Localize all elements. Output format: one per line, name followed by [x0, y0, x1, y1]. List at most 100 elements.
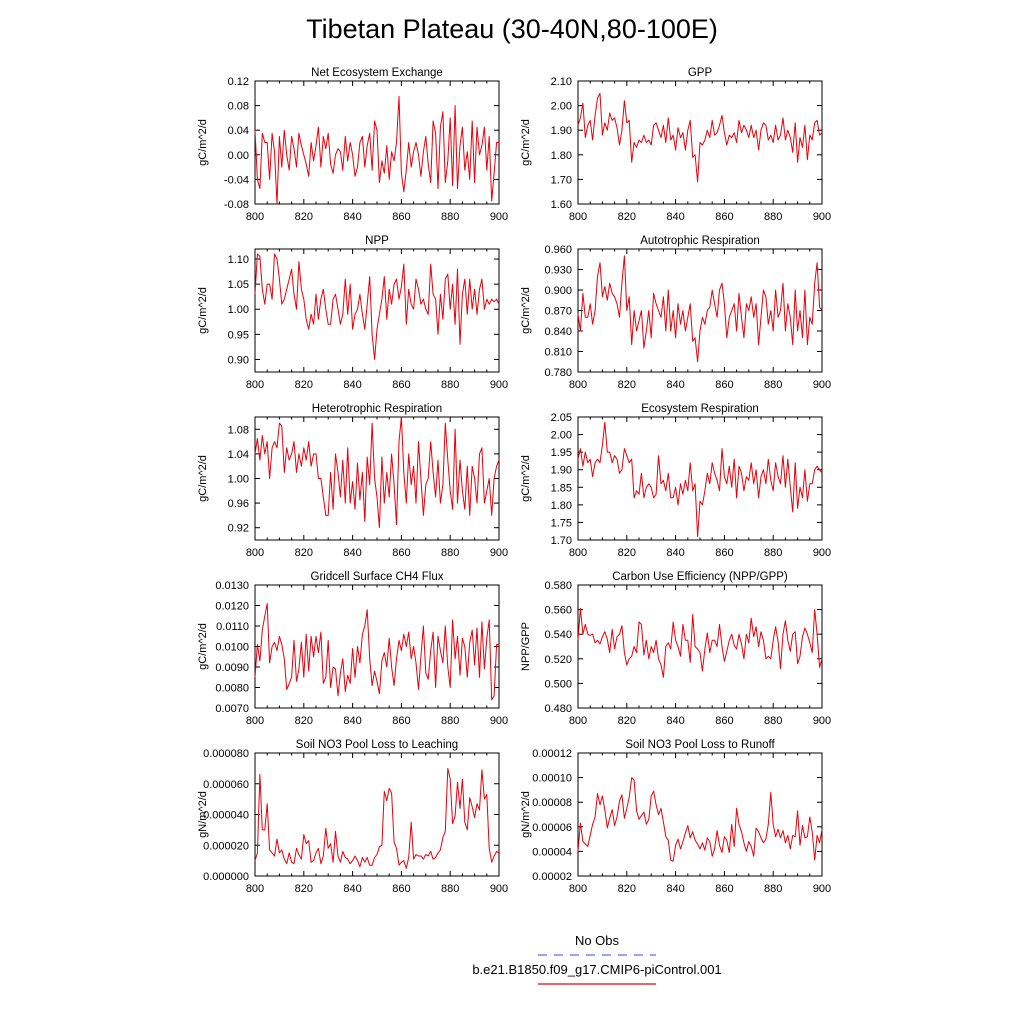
y-tick-label: 0.520 [544, 654, 572, 666]
y-axis-label: gN/m^2/d [197, 791, 209, 838]
x-tick-label: 840 [666, 547, 684, 559]
x-tick-label: 820 [618, 211, 636, 223]
y-tick-label: 2.00 [551, 430, 572, 442]
x-tick-label: 840 [343, 547, 361, 559]
series-line-net-ecosystem-exchange [254, 95, 499, 205]
x-tick-label: 840 [343, 211, 361, 223]
y-tick-label: 1.60 [551, 199, 572, 211]
x-tick-label: 900 [813, 883, 831, 895]
y-tick-label: 1.95 [551, 447, 572, 459]
y-tick-label: 1.70 [551, 535, 572, 547]
x-tick-label: 900 [813, 547, 831, 559]
x-tick-label: 880 [441, 715, 459, 727]
x-tick-label: 840 [666, 211, 684, 223]
plot-frame [254, 416, 500, 541]
y-tick-label: 0.000040 [203, 810, 249, 822]
panel-title: NPP [365, 235, 389, 247]
panel-title: Soil NO3 Pool Loss to Leaching [296, 739, 458, 751]
y-tick-label: 0.12 [228, 76, 249, 88]
series-line-gpp [577, 92, 823, 183]
x-tick-label: 860 [715, 547, 733, 559]
x-tick-label: 860 [715, 883, 733, 895]
y-tick-label: 0.00008 [532, 797, 572, 809]
panel-title: Net Ecosystem Exchange [311, 67, 443, 79]
y-tick-label: 0.00012 [532, 748, 572, 760]
y-tick-label: 0.900 [544, 285, 572, 297]
panel-gridcell-surface-ch4-flux: Gridcell Surface CH4 Flux gC/m^2/d 800 820 8… [197, 571, 508, 727]
x-tick-label: 800 [246, 547, 264, 559]
panel-soil-no3-pool-loss-to-runoff: Soil NO3 Pool Loss to Runoff gN/m^2/d 800 8… [520, 739, 831, 895]
panel-gpp: GPP gC/m^2/d 800 820 840 860 880 900 2.10 2.00 1.9… [520, 67, 831, 223]
series-line-heterotrophic-respiration [254, 416, 500, 529]
series-line-gridcell-surface-ch4-flux [254, 603, 499, 701]
x-tick-label: 880 [441, 547, 459, 559]
x-tick-label: 800 [246, 379, 264, 391]
x-tick-label: 800 [246, 883, 264, 895]
panel-net-ecosystem-exchange: Net Ecosystem Exchange gC/m^2/d 800 820 840 8… [197, 67, 508, 223]
y-tick-label: 1.80 [551, 150, 572, 162]
x-tick-label: 880 [764, 883, 782, 895]
x-tick-label: 860 [392, 547, 410, 559]
y-tick-label: 0.580 [544, 580, 572, 592]
panel-title: Heterotrophic Respiration [312, 403, 442, 415]
y-axis-label: gC/m^2/d [520, 287, 532, 334]
y-axis-label: gC/m^2/d [197, 287, 209, 334]
legend-obs-label: No Obs [575, 933, 620, 948]
y-tick-label: 0.540 [544, 629, 572, 641]
y-tick-label: 0.90 [228, 354, 249, 366]
y-tick-label: 0.95 [228, 329, 249, 341]
y-tick-label: 0.0130 [215, 580, 249, 592]
legend: No Obs b.e21.B1850.f09_g17.CMIP6-piContr… [472, 933, 722, 985]
x-tick-label: 840 [666, 715, 684, 727]
x-tick-label: 880 [764, 211, 782, 223]
x-tick-label: 900 [490, 883, 508, 895]
panel-title: Gridcell Surface CH4 Flux [311, 571, 444, 583]
x-tick-label: 800 [569, 211, 587, 223]
x-tick-label: 860 [715, 379, 733, 391]
y-axis-label: gN/m^2/d [520, 791, 532, 838]
y-tick-label: 0.96 [228, 498, 249, 510]
x-tick-label: 840 [343, 379, 361, 391]
x-tick-label: 820 [295, 211, 313, 223]
y-tick-label: 0.0080 [215, 683, 249, 695]
y-tick-label: 0.780 [544, 367, 572, 379]
series-line-carbon-use-efficiency-npp-gpp [577, 607, 823, 678]
panel-npp: NPP gC/m^2/d 800 820 840 860 880 900 1.10 1.05 1.0… [197, 235, 508, 391]
x-tick-label: 820 [618, 715, 636, 727]
y-axis-label: gC/m^2/d [520, 455, 532, 502]
x-tick-label: 860 [392, 715, 410, 727]
panel-autotrophic-respiration: Autotrophic Respiration gC/m^2/d 800 820 840… [520, 235, 831, 391]
y-tick-label: 2.00 [551, 101, 572, 113]
x-tick-label: 840 [343, 715, 361, 727]
x-tick-label: 900 [813, 379, 831, 391]
y-tick-label: 1.04 [228, 449, 249, 461]
y-axis-label: gC/m^2/d [197, 623, 209, 670]
y-tick-label: 0.480 [544, 703, 572, 715]
x-tick-label: 900 [490, 547, 508, 559]
y-tick-label: 0.0120 [215, 601, 249, 613]
x-tick-label: 800 [569, 547, 587, 559]
y-tick-label: 1.90 [551, 465, 572, 477]
y-tick-label: 0.0090 [215, 662, 249, 674]
x-tick-label: 800 [569, 379, 587, 391]
y-tick-label: 1.75 [551, 517, 572, 529]
plot-frame [577, 752, 823, 877]
x-tick-label: 840 [666, 379, 684, 391]
y-tick-label: 1.05 [228, 279, 249, 291]
figure-title: Tibetan Plateau (30-40N,80-100E) [306, 14, 718, 44]
panel-ecosystem-respiration: Ecosystem Respiration gC/m^2/d 800 820 840 86… [520, 403, 831, 559]
x-tick-label: 800 [569, 883, 587, 895]
y-tick-label: 1.00 [228, 304, 249, 316]
x-tick-label: 900 [813, 715, 831, 727]
y-tick-label: 0.04 [228, 125, 249, 137]
x-tick-label: 880 [441, 211, 459, 223]
panel-grid: Net Ecosystem Exchange gC/m^2/d 800 820 840 8… [197, 67, 831, 895]
y-tick-label: 0.870 [544, 306, 572, 318]
y-axis-label: gC/m^2/d [520, 119, 532, 166]
y-tick-label: 1.80 [551, 500, 572, 512]
x-tick-label: 800 [246, 211, 264, 223]
x-tick-label: 860 [392, 211, 410, 223]
y-tick-label: 1.00 [228, 474, 249, 486]
x-tick-label: 860 [715, 211, 733, 223]
